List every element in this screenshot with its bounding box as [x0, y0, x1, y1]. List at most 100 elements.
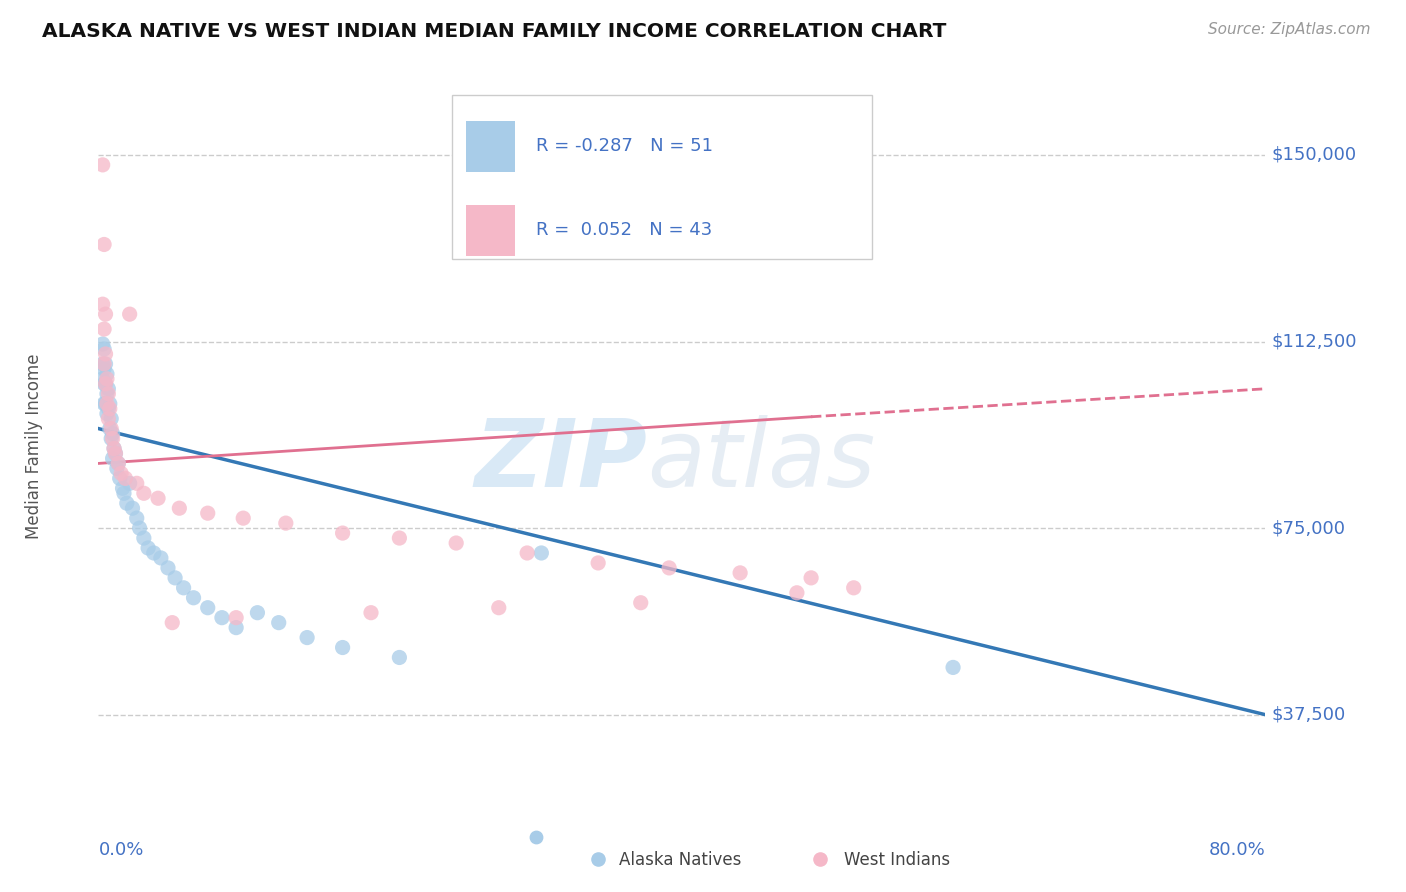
Point [332, 640, 354, 655]
Point [132, 486, 155, 500]
Point [197, 600, 219, 615]
Point [786, 586, 808, 600]
Point [108, 471, 131, 485]
Point [444, 536, 467, 550]
Point [97, 386, 120, 401]
Text: $150,000: $150,000 [1271, 146, 1357, 164]
Point [225, 610, 247, 624]
Point [93, 342, 115, 356]
Point [211, 610, 233, 624]
Text: atlas: atlas [647, 415, 875, 506]
Point [114, 471, 136, 485]
Point [149, 551, 172, 566]
Point [121, 501, 143, 516]
Point [156, 561, 179, 575]
FancyBboxPatch shape [465, 120, 515, 171]
Point [146, 491, 169, 506]
Point [101, 432, 124, 446]
Point [232, 511, 254, 525]
Point [246, 606, 269, 620]
Point [183, 591, 205, 605]
Point [97, 382, 120, 396]
Text: $75,000: $75,000 [1271, 519, 1346, 537]
Point [658, 561, 681, 575]
Point [98, 401, 121, 416]
Point [118, 476, 141, 491]
Point [132, 531, 155, 545]
Point [136, 541, 159, 555]
Point [630, 596, 652, 610]
Point [173, 581, 195, 595]
Point [488, 600, 510, 615]
Point [942, 660, 965, 674]
Point [91, 372, 114, 386]
Point [94, 397, 117, 411]
Point [332, 526, 354, 541]
Point [97, 411, 120, 425]
Point [107, 457, 129, 471]
Point [295, 631, 318, 645]
Point [94, 307, 117, 321]
Point [96, 397, 118, 411]
Point [98, 397, 121, 411]
Text: $37,500: $37,500 [1271, 706, 1346, 723]
Point [107, 457, 129, 471]
Point [524, 830, 547, 844]
Point [165, 571, 187, 585]
FancyBboxPatch shape [465, 204, 515, 256]
Text: $112,500: $112,500 [1271, 333, 1357, 351]
Point [96, 407, 118, 421]
Point [93, 237, 115, 252]
Point [728, 566, 751, 580]
Point [101, 426, 124, 441]
Point [128, 521, 150, 535]
Point [96, 367, 118, 381]
Point [104, 446, 127, 460]
Point [98, 421, 121, 435]
Point [388, 531, 411, 545]
Point [267, 615, 290, 630]
Point [800, 571, 823, 585]
Point [112, 486, 135, 500]
Point [93, 362, 115, 376]
Point [96, 372, 118, 386]
Text: R =  0.052   N = 43: R = 0.052 N = 43 [536, 221, 713, 239]
Text: 80.0%: 80.0% [1209, 841, 1265, 859]
Point [105, 461, 128, 475]
Point [91, 297, 114, 311]
Point [516, 546, 538, 560]
Text: R = -0.287   N = 51: R = -0.287 N = 51 [536, 137, 713, 155]
Point [808, 852, 831, 866]
Point [274, 516, 297, 530]
Point [93, 357, 115, 371]
Point [142, 546, 165, 560]
Point [586, 852, 609, 866]
Point [586, 556, 609, 570]
Point [94, 347, 117, 361]
Point [94, 376, 117, 391]
Point [103, 442, 125, 456]
Point [225, 621, 247, 635]
Point [125, 511, 148, 525]
Text: Source: ZipAtlas.com: Source: ZipAtlas.com [1208, 22, 1371, 37]
Point [118, 307, 141, 321]
Point [100, 421, 122, 435]
Point [100, 411, 122, 425]
Point [115, 496, 138, 510]
Text: 0.0%: 0.0% [98, 841, 143, 859]
Point [169, 501, 191, 516]
Point [101, 451, 124, 466]
Text: Alaska Natives: Alaska Natives [619, 851, 741, 869]
Text: ALASKA NATIVE VS WEST INDIAN MEDIAN FAMILY INCOME CORRELATION CHART: ALASKA NATIVE VS WEST INDIAN MEDIAN FAMI… [42, 22, 946, 41]
Point [93, 322, 115, 336]
Point [530, 546, 553, 560]
Point [94, 376, 117, 391]
Text: West Indians: West Indians [844, 851, 949, 869]
Point [104, 446, 127, 460]
Point [360, 606, 382, 620]
Point [100, 432, 122, 446]
Text: Median Family Income: Median Family Income [25, 353, 44, 539]
Point [842, 581, 865, 595]
Point [103, 442, 125, 456]
Point [91, 158, 114, 172]
